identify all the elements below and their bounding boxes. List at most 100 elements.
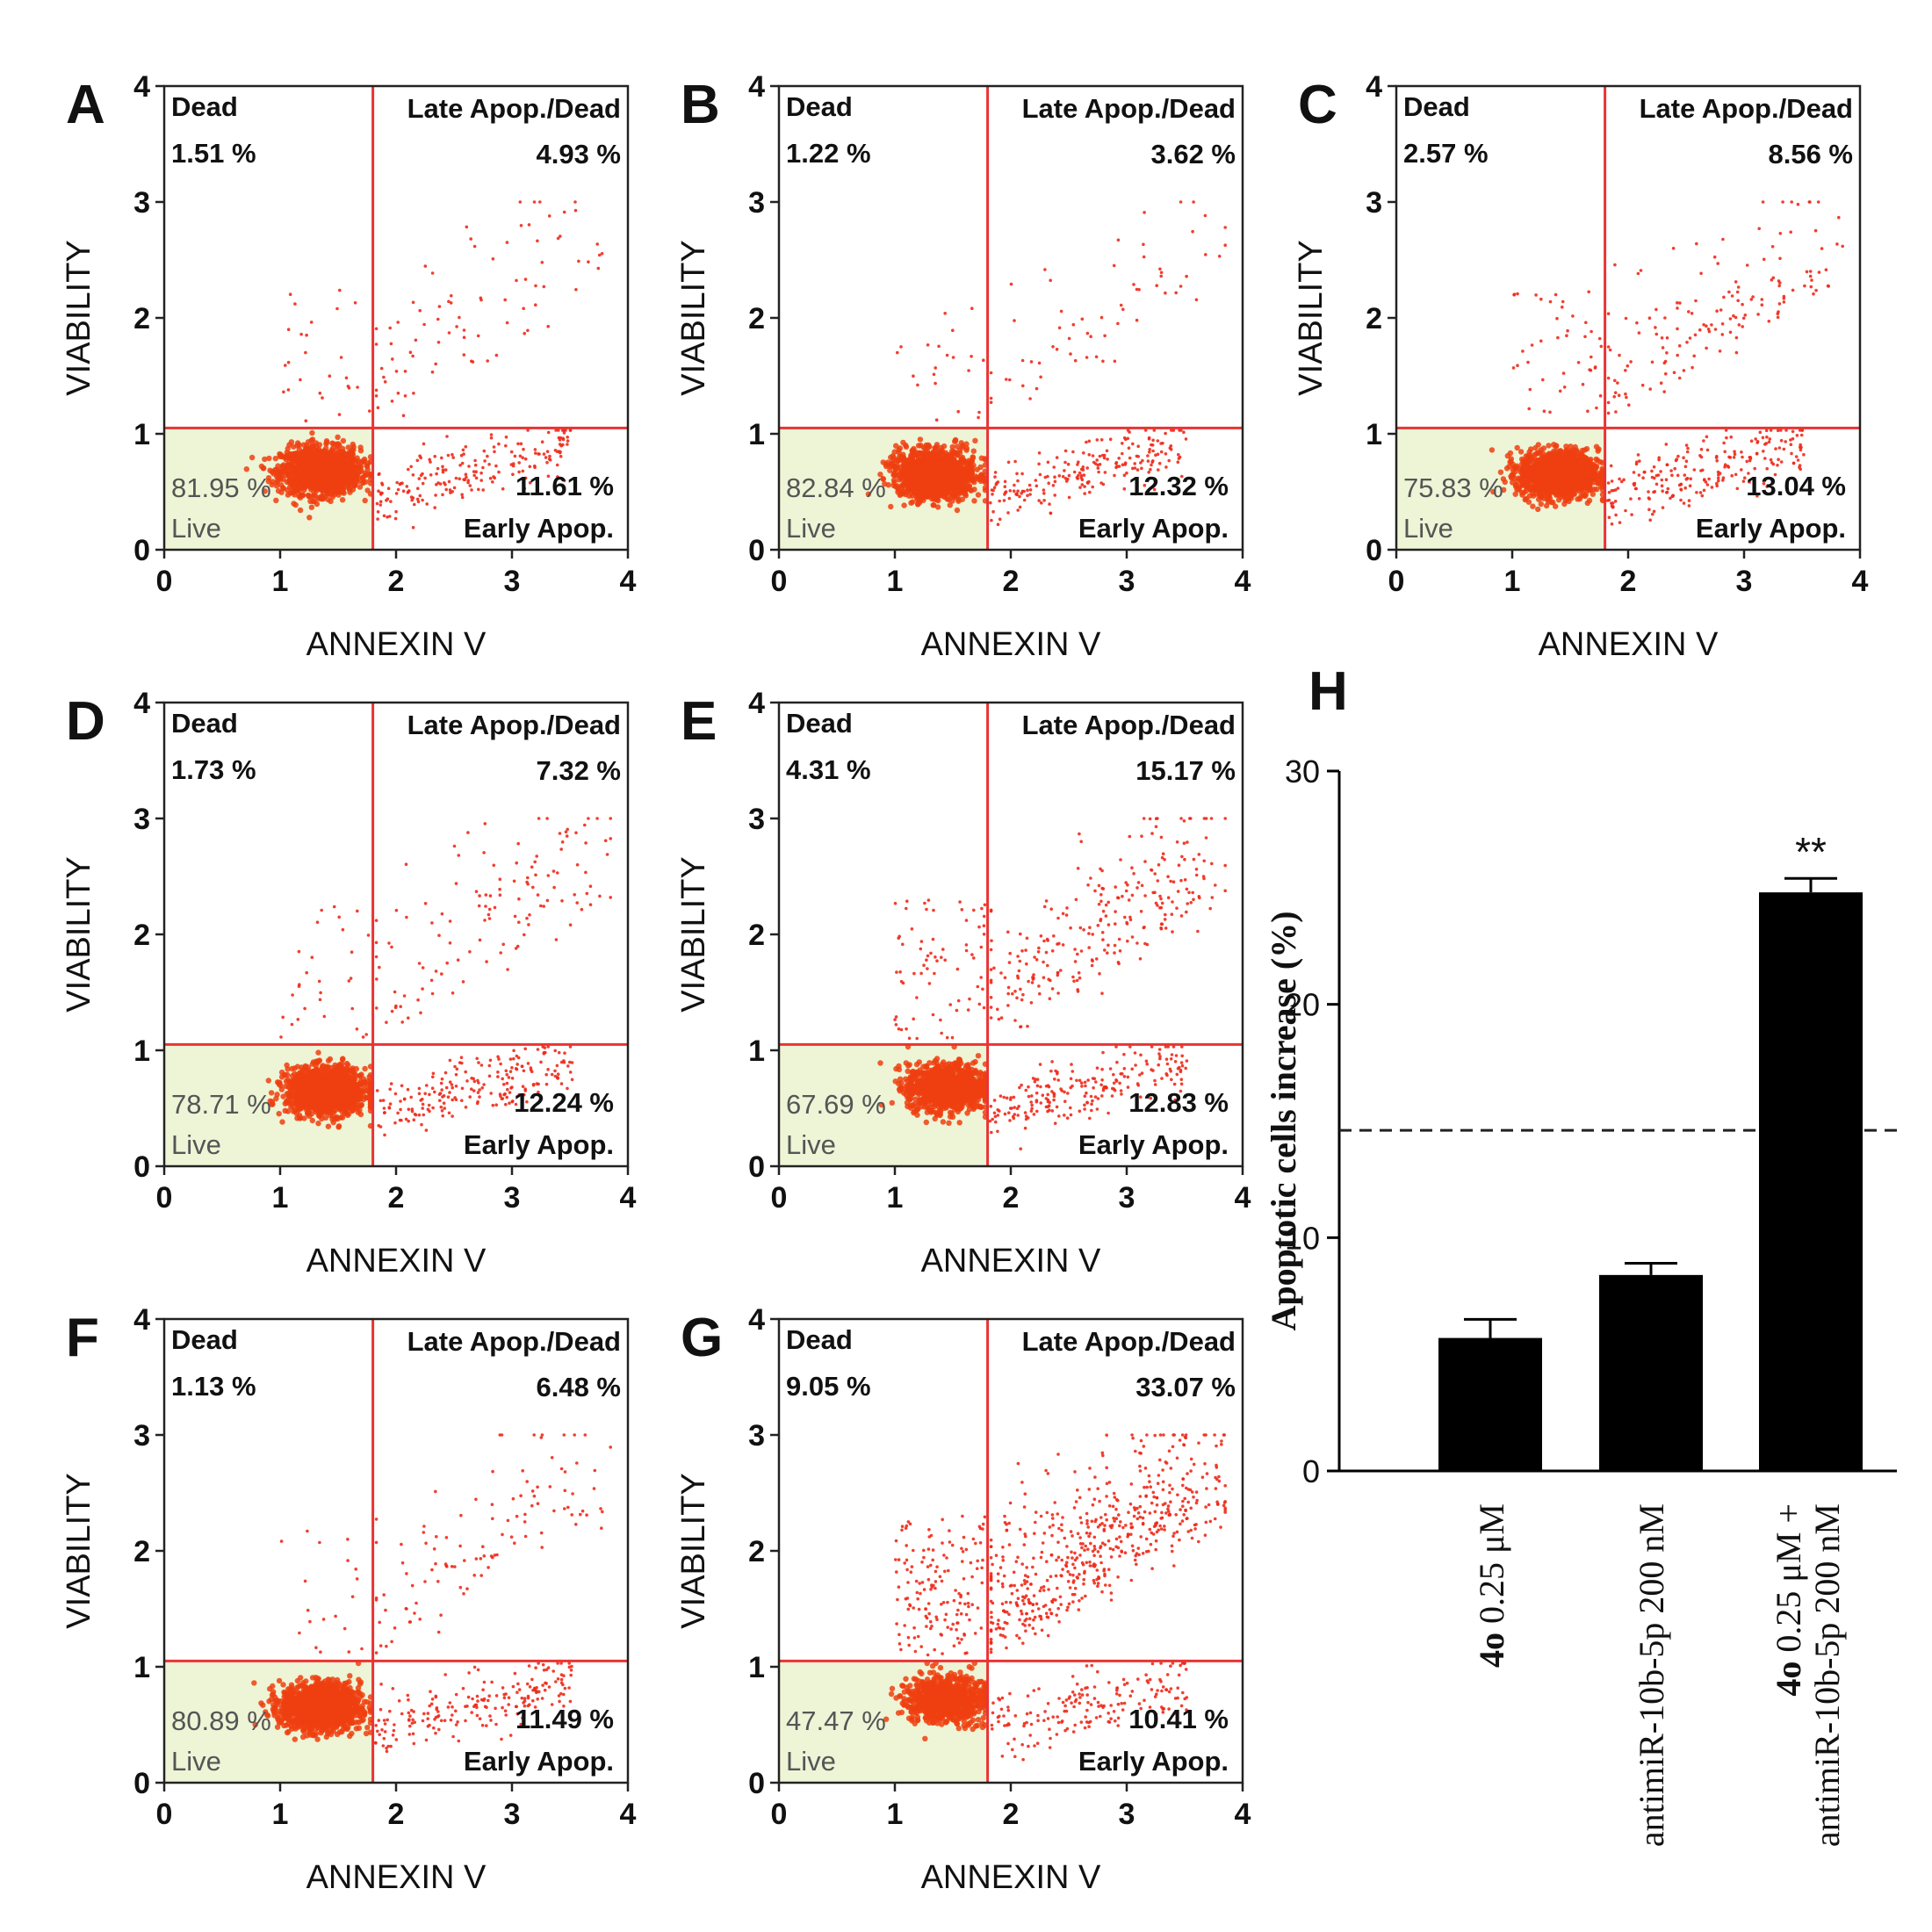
event-dot (890, 460, 896, 467)
event-dot (307, 498, 314, 504)
event-dot (491, 257, 495, 261)
event-dot (1745, 459, 1748, 464)
event-dot (487, 463, 491, 466)
event-dot (538, 200, 542, 204)
event-dot (378, 503, 383, 507)
event-dot (1687, 504, 1691, 508)
event-dot (898, 491, 904, 497)
event-dot (1555, 461, 1562, 467)
event-dot (1676, 473, 1680, 478)
event-dot (320, 468, 326, 474)
event-dot (379, 366, 384, 371)
event-dot (1789, 443, 1793, 447)
event-dot (467, 465, 471, 468)
event-dot (272, 455, 278, 462)
x-tick-label: 1 (272, 565, 289, 598)
event-dot (943, 312, 947, 315)
event-dot (1535, 450, 1541, 457)
event-dot (386, 515, 389, 519)
event-dot (1182, 430, 1186, 435)
event-dot (555, 450, 559, 453)
event-dot (482, 449, 487, 453)
event-dot (474, 470, 478, 473)
event-dot (464, 444, 468, 449)
x-tick-label: 4 (620, 565, 637, 598)
event-dot (1582, 478, 1589, 485)
event-dot (472, 244, 477, 249)
event-dot (1528, 446, 1534, 452)
event-dot (545, 460, 549, 465)
event-dot (939, 475, 945, 481)
event-dot (1085, 466, 1089, 470)
event-dot (297, 507, 304, 514)
event-dot (299, 492, 306, 498)
x-tick-label: 0 (156, 565, 173, 598)
event-dot (1768, 437, 1772, 441)
event-dot (1108, 437, 1113, 442)
event-dot (435, 472, 438, 476)
event-dot (452, 486, 457, 490)
event-dot (1779, 438, 1784, 443)
event-dot (416, 487, 420, 490)
event-dot (1203, 213, 1208, 218)
event-dot (587, 260, 590, 264)
event-dot (1067, 336, 1071, 341)
event-dot (1131, 442, 1135, 446)
event-dot (938, 479, 944, 486)
event-dot (388, 326, 393, 330)
event-dot (435, 483, 438, 487)
event-dot (451, 490, 454, 494)
y-tick-label: 3 (133, 186, 150, 220)
event-dot (292, 501, 299, 508)
event-dot (395, 480, 400, 485)
event-dot (460, 461, 465, 465)
event-dot (1679, 482, 1683, 487)
event-dot (1053, 494, 1056, 497)
event-dot (1530, 490, 1536, 497)
event-dot (1676, 454, 1680, 458)
event-dot (428, 458, 432, 462)
event-dot (523, 278, 528, 281)
event-dot (1756, 313, 1760, 316)
event-dot (1122, 436, 1127, 440)
event-dot (1527, 465, 1533, 472)
event-dot (912, 487, 918, 494)
event-dot (1164, 291, 1167, 295)
event-dot (1089, 335, 1092, 339)
event-dot (374, 394, 378, 398)
event-dot (1652, 509, 1656, 514)
event-dot (394, 509, 398, 514)
event-dot (335, 306, 339, 311)
event-dot (339, 356, 343, 359)
event-dot (890, 455, 897, 461)
event-dot (444, 487, 449, 492)
event-dot (1578, 486, 1585, 492)
x-tick-label: 1 (887, 565, 904, 598)
event-dot (334, 451, 341, 457)
event-dot (1204, 253, 1208, 256)
event-dot (1018, 505, 1022, 509)
event-dot (1517, 449, 1525, 455)
event-dot (1126, 436, 1130, 441)
event-dot (1020, 489, 1025, 494)
event-dot (1020, 358, 1025, 363)
quadrant-dead-value: 1.22 % (786, 138, 871, 169)
event-dot (423, 476, 427, 480)
event-dot (323, 438, 330, 444)
event-dot (951, 356, 955, 359)
event-dot (380, 491, 384, 495)
event-dot (357, 484, 364, 490)
event-dot (1164, 452, 1168, 456)
event-dot (1146, 459, 1150, 463)
event-dot (534, 303, 537, 307)
x-tick-label: 3 (504, 565, 521, 598)
event-dot (1714, 456, 1719, 459)
event-dot (1769, 458, 1773, 462)
event-dot (1136, 444, 1140, 449)
x-tick-label: 2 (1003, 565, 1020, 598)
event-dot (509, 450, 514, 454)
event-dot (1080, 317, 1085, 321)
event-dot (1066, 462, 1071, 466)
event-dot (1607, 515, 1611, 519)
event-dot (296, 482, 303, 488)
